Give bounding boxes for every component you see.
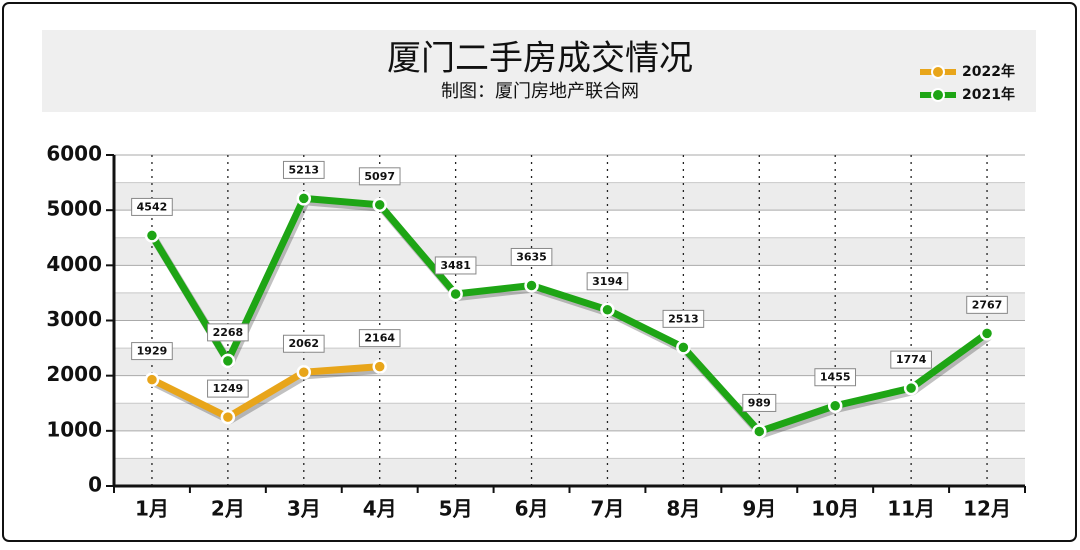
value-label-text: 1249 <box>213 382 244 395</box>
y-tick-label: 1000 <box>46 417 102 441</box>
value-label-text: 5213 <box>288 163 319 176</box>
x-tick-label: 12月 <box>963 497 1011 521</box>
grid-band <box>114 237 1025 266</box>
point <box>220 353 236 369</box>
x-tick-label: 7月 <box>590 497 624 521</box>
value-label-box <box>358 329 401 348</box>
value-label: 5213 <box>282 160 325 179</box>
point <box>296 364 312 380</box>
title-band <box>42 30 1036 112</box>
value-label-text: 989 <box>748 396 771 409</box>
grid-band <box>114 348 1025 376</box>
value-label-box <box>131 342 173 361</box>
point <box>372 359 387 374</box>
y-tick-label: 5000 <box>46 197 102 221</box>
value-label: 2513 <box>662 309 705 328</box>
value-label: 1249 <box>207 379 249 398</box>
value-label-text: 4542 <box>137 200 168 213</box>
value-label: 1774 <box>890 350 932 369</box>
grid-band <box>114 403 1025 431</box>
value-label: 4542 <box>131 197 173 216</box>
value-label: 1929 <box>131 342 173 361</box>
value-label-text: 1774 <box>896 353 927 366</box>
x-tick-label: 10月 <box>811 497 859 521</box>
value-label: 989 <box>742 393 777 412</box>
x-tick-label: 4月 <box>363 497 397 521</box>
value-label-text: 2767 <box>972 298 1003 311</box>
value-label-box <box>890 350 932 369</box>
x-tick-label: 2月 <box>211 497 245 521</box>
y-tick-label: 6000 <box>46 142 102 166</box>
value-label-box <box>586 272 629 291</box>
value-label-box <box>207 379 249 398</box>
value-label-box <box>131 197 173 216</box>
value-label: 3481 <box>434 256 477 275</box>
value-label-box <box>814 368 857 387</box>
value-label: 2767 <box>966 295 1008 314</box>
point <box>296 191 312 206</box>
value-label: 2268 <box>207 323 249 342</box>
point <box>448 286 463 302</box>
grid-band <box>114 458 1025 486</box>
point <box>676 340 691 355</box>
point <box>903 380 919 396</box>
legend-marker <box>931 65 945 79</box>
x-tick-label: 3月 <box>287 497 321 521</box>
point <box>827 398 843 413</box>
point <box>372 197 387 213</box>
value-label-box <box>434 256 477 275</box>
point <box>524 278 539 293</box>
value-label-box <box>207 323 249 342</box>
chart-subtitle: 制图：厦门房地产联合网 <box>441 81 639 102</box>
value-label-text: 1455 <box>820 371 851 384</box>
value-label-box <box>282 334 325 353</box>
value-label-box <box>966 295 1008 314</box>
value-label-text: 3635 <box>516 250 547 263</box>
value-label-text: 2513 <box>668 312 699 325</box>
legend-marker <box>931 88 945 102</box>
value-label: 2062 <box>282 334 325 353</box>
y-tick-label: 4000 <box>46 252 102 276</box>
x-tick-label: 6月 <box>515 497 549 521</box>
x-tick-label: 11月 <box>887 497 935 521</box>
x-tick-label: 1月 <box>135 497 169 521</box>
series-line <box>148 194 990 435</box>
value-label-text: 3481 <box>440 259 471 272</box>
value-label: 3635 <box>510 247 553 266</box>
value-label-box <box>662 309 705 328</box>
value-label-text: 2268 <box>213 326 244 339</box>
series-line <box>150 363 380 421</box>
value-label: 5097 <box>358 167 401 186</box>
point <box>979 326 995 341</box>
value-label: 1455 <box>814 368 857 387</box>
point <box>144 228 160 243</box>
x-tick-label: 9月 <box>742 497 776 521</box>
point <box>144 372 160 387</box>
point <box>752 424 767 439</box>
value-label-text: 1929 <box>137 345 168 358</box>
value-label-box <box>282 160 325 179</box>
value-label: 2164 <box>358 329 401 348</box>
value-label-box <box>510 247 553 266</box>
point <box>600 302 615 318</box>
value-label-text: 2062 <box>288 337 319 350</box>
y-tick-label: 2000 <box>46 362 102 386</box>
x-tick-label: 8月 <box>666 497 700 521</box>
point <box>220 409 236 425</box>
legend-label: 2021年 <box>962 86 1015 103</box>
value-label-text: 2164 <box>364 332 395 345</box>
grid-band <box>114 182 1025 211</box>
y-tick-label: 3000 <box>46 307 102 331</box>
y-tick-label: 0 <box>88 473 102 497</box>
legend-label: 2022年 <box>962 63 1015 80</box>
value-label-text: 3194 <box>592 275 623 288</box>
chart-title: 厦门二手房成交情况 <box>387 39 693 79</box>
value-label: 3194 <box>586 272 629 291</box>
value-label-box <box>358 167 401 186</box>
x-tick-label: 5月 <box>439 497 473 521</box>
value-label-text: 5097 <box>364 170 395 183</box>
value-label-box <box>742 393 777 412</box>
